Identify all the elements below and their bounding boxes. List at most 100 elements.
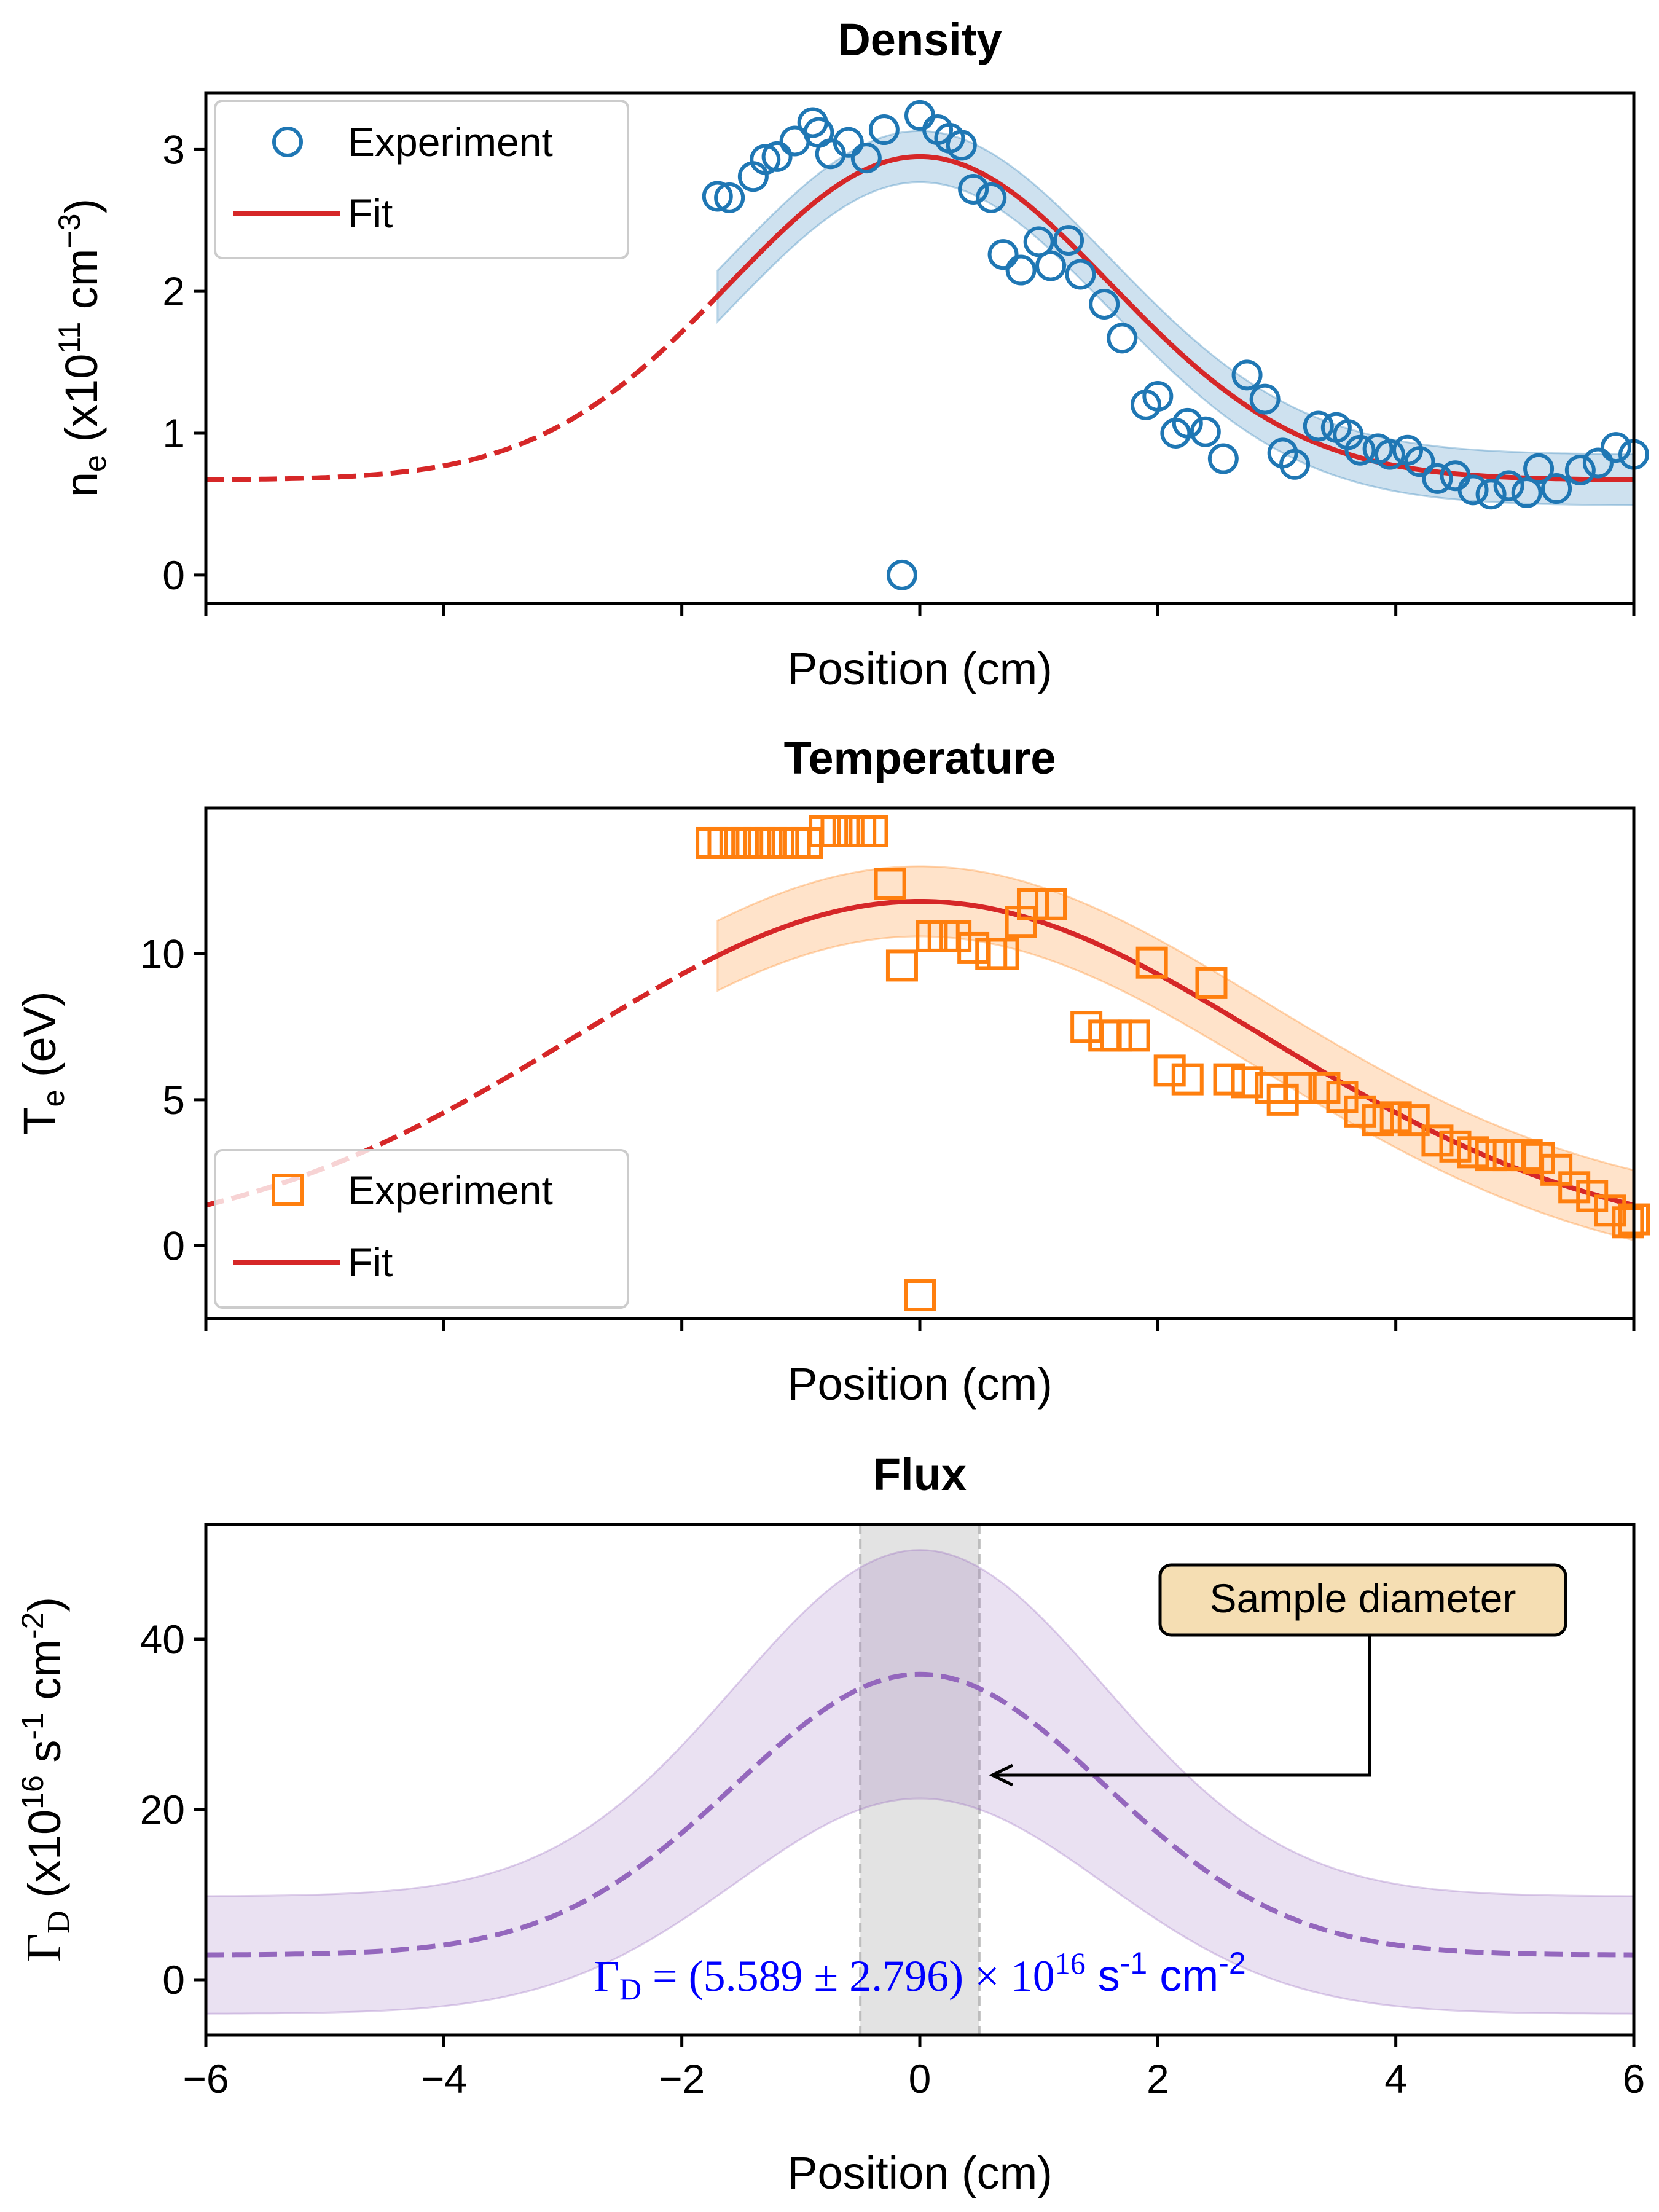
y-tick-label: 3 <box>162 127 185 172</box>
temperature-point <box>987 938 1019 970</box>
annotation-box <box>1158 1563 1567 1637</box>
temperature-x-ticks <box>204 1319 1636 1331</box>
x-tick-label: −2 <box>659 2056 705 2101</box>
density-point <box>958 173 989 205</box>
density-legend-experiment: Experiment <box>348 119 553 165</box>
density-point <box>761 141 793 172</box>
density-point <box>1404 446 1435 477</box>
temperature-point <box>1171 1063 1204 1096</box>
density-point <box>904 100 935 131</box>
density-point <box>750 144 781 175</box>
density-point <box>1541 473 1572 504</box>
temperature-legend-fit: Fit <box>348 1239 393 1285</box>
y-tick-label: 20 <box>140 1787 185 1832</box>
density-point <box>987 239 1019 270</box>
temperature-point <box>1362 1104 1394 1137</box>
x-tick-label: −4 <box>421 2056 467 2101</box>
y-tick-label: 40 <box>140 1617 185 1662</box>
temperature-point <box>874 868 906 900</box>
density-point <box>1005 254 1037 286</box>
temperature-point <box>856 815 888 847</box>
density-point <box>1475 479 1507 510</box>
density-point <box>1065 259 1096 290</box>
temperature-point <box>904 1279 936 1312</box>
density-plot-area <box>206 100 1649 590</box>
y-tick-label: 1 <box>162 410 185 456</box>
x-tick-label: 2 <box>1147 2056 1169 2101</box>
temperature-point <box>1118 1019 1150 1052</box>
density-x-ticks <box>204 603 1636 616</box>
temperature-point <box>1439 1130 1472 1163</box>
density-point <box>1053 225 1084 256</box>
temperature-plot-area <box>205 815 1650 1312</box>
temperature-point <box>1231 1066 1263 1099</box>
density-legend-marker <box>272 127 303 157</box>
density-axes-frame <box>204 91 1636 605</box>
temperature-point <box>1005 906 1037 938</box>
density-y-ticks: 0 1 2 3 <box>162 127 206 598</box>
annotation-arrow-line <box>992 1635 1371 1777</box>
density-point <box>1493 470 1524 501</box>
temperature-point <box>1153 1054 1186 1087</box>
density-fit-line <box>715 154 1634 482</box>
temperature-point <box>1612 1206 1644 1239</box>
density-point <box>886 559 917 590</box>
temperature-point <box>1100 1019 1132 1052</box>
density-point <box>833 127 864 158</box>
density-xlabel: Position (cm) <box>787 643 1053 694</box>
sample-region <box>860 1524 979 2035</box>
temperature-y-ticks: 0 5 10 <box>140 931 206 1268</box>
x-tick-label: 6 <box>1623 2056 1645 2101</box>
temperature-point <box>1308 1072 1341 1104</box>
y-tick-label: 2 <box>162 269 185 314</box>
density-point <box>1564 455 1596 486</box>
temperature-point <box>1421 1124 1454 1157</box>
temperature-point <box>1070 1011 1103 1043</box>
y-tick-label: 0 <box>162 552 185 598</box>
temperature-ylabel: Te (eV) <box>14 991 71 1134</box>
flux-line <box>205 1671 1634 1958</box>
temperature-point <box>1475 1139 1507 1172</box>
density-point <box>1279 449 1311 480</box>
density-point <box>1089 288 1120 320</box>
density-point <box>1023 226 1054 257</box>
temperature-point <box>1457 1136 1489 1169</box>
temperature-point <box>1397 1104 1430 1137</box>
y-tick-label: 5 <box>162 1077 185 1123</box>
annotation-label: Sample diameter <box>1210 1575 1516 1621</box>
flux-xlabel: Position (cm) <box>787 2147 1053 2198</box>
temperature-point <box>885 949 918 982</box>
flux-axes-frame <box>204 1523 1636 2037</box>
density-point <box>850 143 882 174</box>
x-tick-label: 4 <box>1384 2056 1407 2101</box>
temperature-legend: Experiment Fit <box>214 1149 629 1309</box>
temperature-point <box>1016 888 1049 920</box>
density-fit-extrapolation <box>206 294 720 482</box>
temperature-point <box>1594 1194 1626 1227</box>
temperature-point <box>1213 1063 1245 1096</box>
temperature-point <box>1135 946 1168 979</box>
density-panel: Density 0 1 2 3 Position (cm) ne (x1011 cm−… <box>52 14 1649 694</box>
density-fit-band <box>716 130 1635 506</box>
density-point <box>1582 447 1614 479</box>
flux-y-ticks: 0 20 40 <box>140 1617 206 2002</box>
temperature-point <box>1284 1072 1317 1104</box>
temperature-point <box>939 920 972 952</box>
temperature-point <box>1088 1019 1121 1052</box>
density-point <box>976 182 1007 213</box>
y-tick-label: 0 <box>162 1223 185 1268</box>
density-point <box>702 181 733 212</box>
density-legend-frame <box>214 100 629 259</box>
flux-formula: ΓD = (5.589 ± 2.796) × 1016 s-1 cm-2 <box>594 1946 1245 2006</box>
temperature-legend-frame <box>214 1149 629 1309</box>
temperature-legend-experiment: Experiment <box>348 1167 553 1213</box>
temperature-fit-line <box>716 899 1634 1208</box>
density-point <box>714 182 745 213</box>
temperature-panel: Temperature 0 5 10 Position (cm) Te (eV) E… <box>14 732 1650 1410</box>
density-point <box>946 130 977 161</box>
temperature-legend-marker <box>272 1174 304 1206</box>
y-tick-label: 0 <box>162 1957 185 2002</box>
flux-title: Flux <box>873 1449 967 1500</box>
density-point <box>1207 443 1239 474</box>
